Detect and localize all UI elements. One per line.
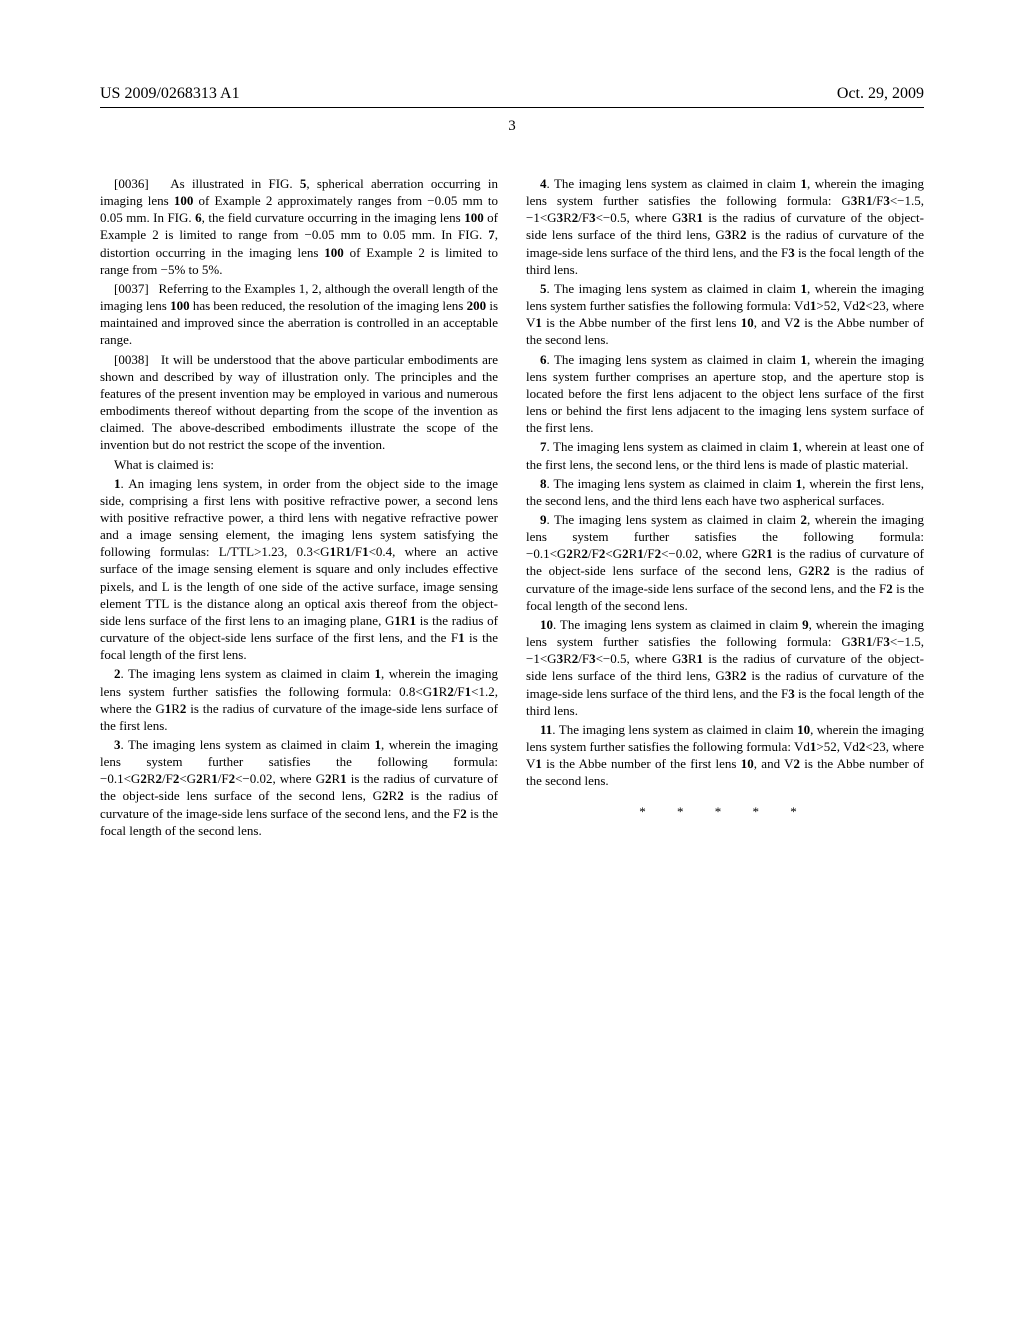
claim-4: 4. The imaging lens system as claimed in… [526, 175, 924, 278]
claim-text-8: . The imaging lens system as claimed in … [526, 476, 924, 508]
claim-num-10: 10 [540, 617, 553, 632]
claim-6: 6. The imaging lens system as claimed in… [526, 351, 924, 437]
claim-1: 1. An imaging lens system, in order from… [100, 475, 498, 664]
claim-7: 7. The imaging lens system as claimed in… [526, 438, 924, 472]
claim-text-1: . An imaging lens system, in order from … [100, 476, 498, 663]
content-columns: [0036] As illustrated in FIG. 5, spheric… [100, 175, 924, 841]
paragraph-0038: [0038] It will be understood that the ab… [100, 351, 498, 454]
para-text-0037: Referring to the Examples 1, 2, although… [100, 281, 498, 347]
claim-2: 2. The imaging lens system as claimed in… [100, 665, 498, 734]
claim-9: 9. The imaging lens system as claimed in… [526, 511, 924, 614]
publication-date: Oct. 29, 2009 [837, 85, 924, 103]
para-num-0038: [0038] [114, 352, 149, 367]
claim-intro: What is claimed is: [100, 456, 498, 473]
claim-text-10: . The imaging lens system as claimed in … [526, 617, 924, 718]
claim-11: 11. The imaging lens system as claimed i… [526, 721, 924, 790]
claim-text-11: . The imaging lens system as claimed in … [526, 722, 924, 788]
page-header: US 2009/0268313 A1 Oct. 29, 2009 [100, 85, 924, 108]
claim-3: 3. The imaging lens system as claimed in… [100, 736, 498, 839]
publication-number: US 2009/0268313 A1 [100, 85, 240, 103]
right-column: 4. The imaging lens system as claimed in… [526, 175, 924, 841]
claim-text-2: . The imaging lens system as claimed in … [100, 666, 498, 732]
claim-text-4: . The imaging lens system as claimed in … [526, 176, 924, 277]
claim-8: 8. The imaging lens system as claimed in… [526, 475, 924, 509]
claim-text-6: . The imaging lens system as claimed in … [526, 352, 924, 436]
claim-10: 10. The imaging lens system as claimed i… [526, 616, 924, 719]
para-num-0037: [0037] [114, 281, 149, 296]
paragraph-0036: [0036] As illustrated in FIG. 5, spheric… [100, 175, 498, 278]
left-column: [0036] As illustrated in FIG. 5, spheric… [100, 175, 498, 841]
claim-text-5: . The imaging lens system as claimed in … [526, 281, 924, 347]
paragraph-0037: [0037] Referring to the Examples 1, 2, a… [100, 280, 498, 349]
claim-text-9: . The imaging lens system as claimed in … [526, 512, 924, 613]
para-text-0038: It will be understood that the above par… [100, 352, 498, 453]
para-num-0036: [0036] [114, 176, 149, 191]
end-marks: * * * * * [526, 803, 924, 820]
claim-5: 5. The imaging lens system as claimed in… [526, 280, 924, 349]
para-text-0036: As illustrated in FIG. 5, spherical aber… [100, 176, 498, 277]
claim-text-7: . The imaging lens system as claimed in … [526, 439, 924, 471]
page-number: 3 [100, 118, 924, 135]
claim-num-11: 11 [540, 722, 552, 737]
claim-text-3: . The imaging lens system as claimed in … [100, 737, 498, 838]
